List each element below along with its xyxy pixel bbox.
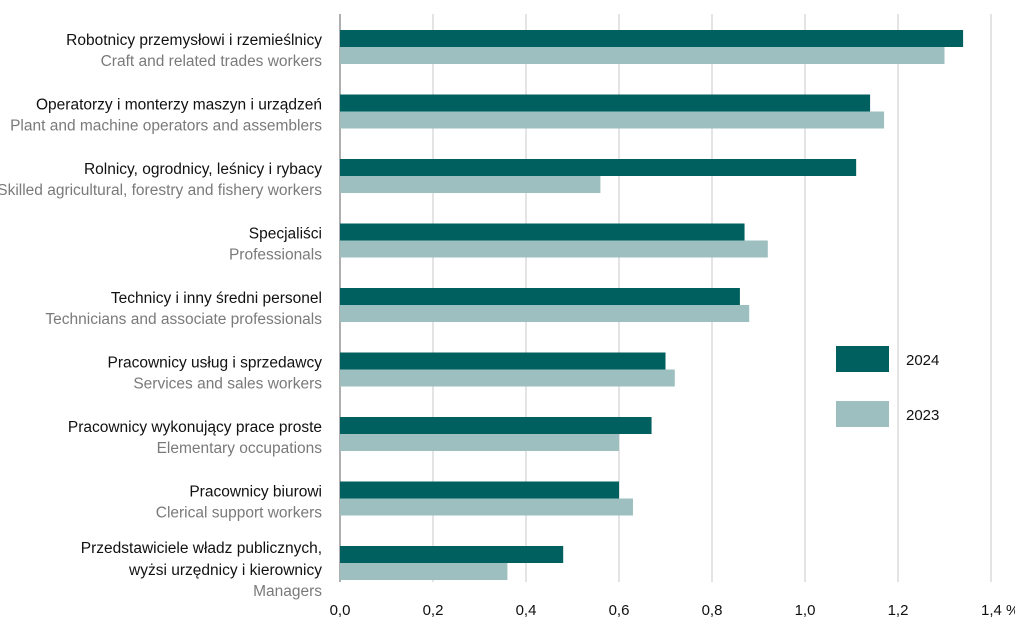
category-label-en: Professionals bbox=[229, 247, 322, 264]
x-tick-label: 0,2 bbox=[423, 602, 444, 619]
category-label-pl: Przedstawiciele władz publicznych, bbox=[81, 540, 322, 557]
bar-2023 bbox=[340, 498, 633, 516]
bar-2024 bbox=[340, 223, 745, 241]
bar-2023 bbox=[340, 434, 619, 451]
category-label-pl: Pracownicy biurowi bbox=[189, 484, 322, 501]
legend: 2024 2023 bbox=[836, 346, 939, 427]
category-label-pl: Specjaliści bbox=[249, 226, 322, 243]
x-tick-label: 1,4 % bbox=[981, 602, 1015, 619]
category-label-pl: Operatorzy i monterzy maszyn i urządzeń bbox=[36, 97, 322, 114]
category-label-en: Skilled agricultural, forestry and fishe… bbox=[0, 182, 322, 199]
bar-2023 bbox=[340, 305, 750, 322]
category-label-pl: Pracownicy usług i sprzedawcy bbox=[107, 355, 322, 372]
category-label-pl: Rolnicy, ogrodnicy, leśnicy i rybacy bbox=[84, 161, 322, 178]
bar-2024 bbox=[340, 417, 652, 434]
category-label-pl: Pracownicy wykonujący prace proste bbox=[68, 419, 322, 436]
x-axis-ticks: 0,0 0,2 0,4 0,6 0,8 1,0 1,2 1,4 % bbox=[330, 602, 1015, 619]
bar-2024 bbox=[340, 546, 564, 563]
bar-2024 bbox=[340, 352, 666, 370]
x-tick-label: 1,2 bbox=[888, 602, 909, 619]
bar-2023 bbox=[340, 47, 945, 64]
bar-2023 bbox=[340, 369, 675, 387]
legend-swatch-2024 bbox=[836, 346, 889, 372]
category-label-pl: Robotnicy przemysłowi i rzemieślnicy bbox=[66, 32, 322, 49]
bars bbox=[340, 30, 964, 580]
x-tick-label: 0,4 bbox=[516, 602, 537, 619]
x-tick-label: 1,0 bbox=[795, 602, 816, 619]
bar-2024 bbox=[340, 288, 740, 305]
x-tick-label: 0,0 bbox=[330, 602, 351, 619]
category-labels: Robotnicy przemysłowi i rzemieślnicy Craf… bbox=[0, 32, 322, 600]
bar-2024 bbox=[340, 94, 871, 112]
bar-2023 bbox=[340, 111, 885, 129]
category-label-en: Managers bbox=[253, 583, 322, 600]
category-label-pl: wyżsi urzędnicy i kierownicy bbox=[128, 562, 322, 579]
bar-2024 bbox=[340, 30, 964, 47]
category-label-pl: Technicy i inny średni personel bbox=[111, 290, 322, 307]
legend-label-2023: 2023 bbox=[906, 407, 939, 424]
category-label-en: Technicians and associate professionals bbox=[45, 311, 322, 328]
bar-2023 bbox=[340, 563, 508, 580]
category-label-en: Elementary occupations bbox=[157, 440, 323, 457]
bar-2023 bbox=[340, 176, 601, 193]
x-tick-label: 0,6 bbox=[609, 602, 630, 619]
category-label-en: Plant and machine operators and assemble… bbox=[10, 118, 322, 135]
legend-label-2024: 2024 bbox=[906, 352, 939, 369]
bar-2024 bbox=[340, 481, 619, 499]
x-tick-label: 0,8 bbox=[702, 602, 723, 619]
category-label-en: Craft and related trades workers bbox=[101, 53, 323, 70]
legend-swatch-2023 bbox=[836, 401, 889, 427]
bar-2023 bbox=[340, 240, 768, 258]
bar-2024 bbox=[340, 159, 857, 176]
category-label-en: Services and sales workers bbox=[133, 376, 322, 393]
category-label-en: Clerical support workers bbox=[156, 505, 322, 522]
